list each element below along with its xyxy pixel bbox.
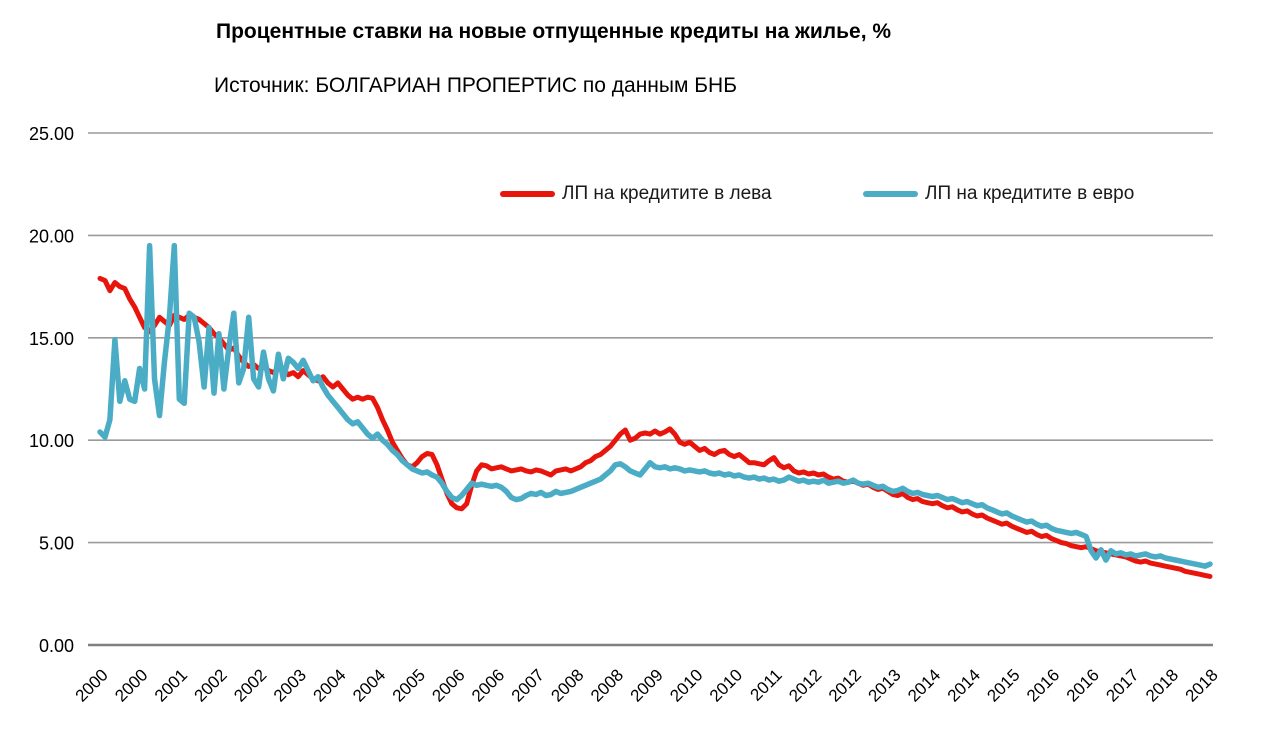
chart-source-subtitle: Источник: БОЛГАРИАН ПРОПЕРТИС по данным … [214, 74, 737, 97]
x-axis-tick-label: 2005 [389, 665, 429, 705]
x-axis-tick-label: 2012 [785, 665, 825, 705]
legend-label-leva: ЛП на кредитите в лева [562, 183, 772, 204]
x-axis-tick-label: 2012 [825, 665, 865, 705]
y-axis-tick-label: 15.00 [29, 329, 74, 349]
x-axis-tick-label: 2010 [706, 665, 746, 705]
series-line-evro [97, 242, 1213, 569]
x-axis-tick-label: 2000 [72, 665, 112, 705]
x-axis-tick-label: 2016 [1063, 665, 1103, 705]
y-axis-tick-label: 5.00 [39, 534, 74, 554]
x-axis-tick-label: 2017 [1102, 665, 1142, 705]
x-axis-tick-label: 2002 [230, 665, 270, 705]
x-axis-tick-label: 2001 [151, 665, 191, 705]
x-axis-tick-label: 2007 [508, 665, 548, 705]
chart-title: Процентные ставки на новые отпущенные кр… [216, 20, 892, 43]
x-axis-tick-label: 2002 [191, 665, 231, 705]
y-axis-tick-label: 20.00 [29, 226, 74, 246]
legend-swatch-evro-line [863, 191, 918, 197]
legend-swatch-leva-line [500, 191, 555, 197]
x-axis-tick-label: 2006 [468, 665, 508, 705]
x-axis-tick-label: 2014 [904, 665, 944, 705]
legend-item-evro: ЛП на кредитите в евро [863, 183, 1134, 205]
x-axis-tick-label: 2018 [1182, 665, 1222, 705]
x-axis-tick-label: 2008 [587, 665, 627, 705]
x-axis-tick-label: 2003 [270, 665, 310, 705]
x-axis-tick-label: 2004 [310, 665, 350, 705]
x-axis-tick-label: 2006 [428, 665, 468, 705]
y-axis-tick-label: 0.00 [39, 636, 74, 656]
y-axis-tick-label: 25.00 [29, 124, 74, 144]
legend-label-evro: ЛП на кредитите в евро [925, 183, 1135, 204]
x-axis-tick-label: 2014 [944, 665, 984, 705]
x-axis-tick-label: 2004 [349, 665, 389, 705]
x-axis-tick-label: 2016 [1023, 665, 1063, 705]
x-axis-tick-label: 2010 [666, 665, 706, 705]
x-axis-tick-label: 2009 [627, 665, 667, 705]
x-axis-tick-label: 2015 [983, 665, 1023, 705]
legend-item-leva: ЛП на кредитите в лева [500, 183, 772, 205]
series-line-leva [97, 275, 1213, 579]
x-axis-tick-label: 2013 [865, 665, 905, 705]
x-axis-tick-label: 2008 [547, 665, 587, 705]
x-axis-tick-label: 2000 [111, 665, 151, 705]
x-axis-tick-label: 2011 [746, 665, 785, 704]
y-axis-tick-label: 10.00 [29, 431, 74, 451]
x-axis-tick-label: 2018 [1142, 665, 1182, 705]
